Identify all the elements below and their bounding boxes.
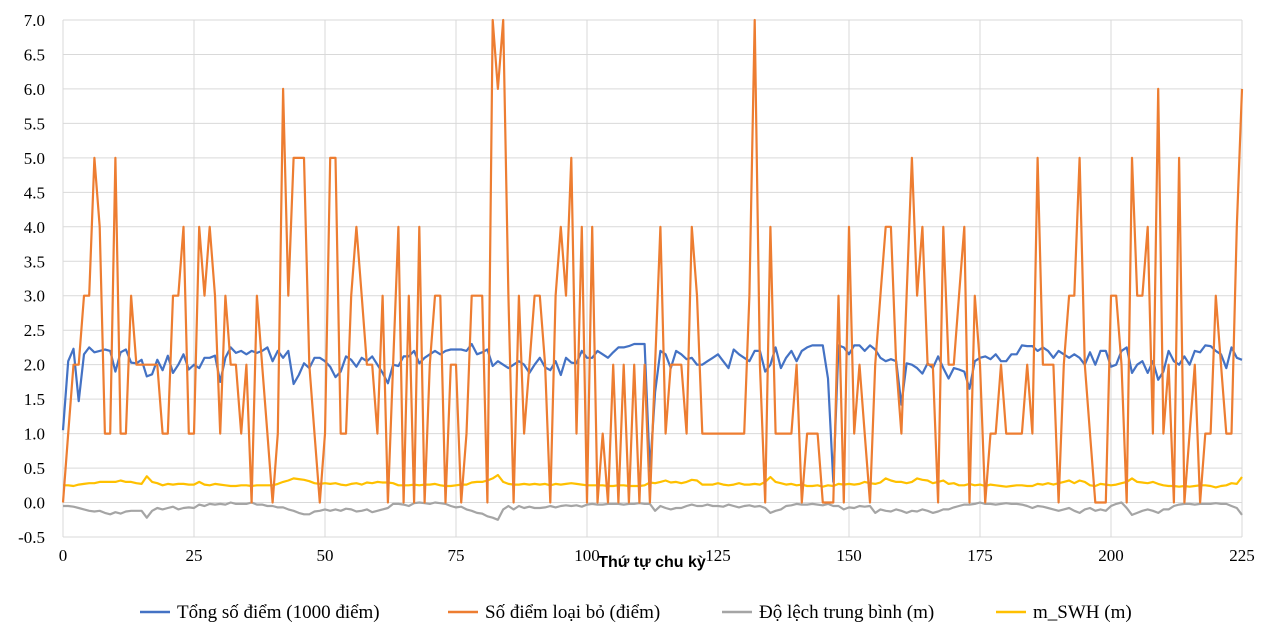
y-tick-label: 6.0 [24,80,45,99]
y-tick-label: -0.5 [18,528,45,547]
x-tick-label: 75 [448,546,465,565]
grid-lines [62,19,1243,538]
x-tick-label: 225 [1229,546,1255,565]
legend-item: Độ lệch trung bình (m) [722,602,934,623]
y-tick-label: 3.5 [24,252,45,271]
legend-label: Tổng số điểm (1000 điểm) [177,602,380,623]
y-tick-label: 2.0 [24,356,45,375]
legend-label: m_SWH (m) [1033,602,1132,623]
legend-item: Số điểm loại bỏ (điểm) [448,602,660,623]
legend-item: Tổng số điểm (1000 điểm) [140,602,380,623]
y-tick-label: 4.0 [24,218,45,237]
legend: Tổng số điểm (1000 điểm) Số điểm loại bỏ … [140,602,1132,623]
x-tick-label: 150 [836,546,862,565]
y-tick-label: 4.5 [24,183,45,202]
y-tick-label: 1.0 [24,425,45,444]
x-tick-label: 25 [186,546,203,565]
x-tick-label: 0 [59,546,68,565]
x-tick-label: 125 [705,546,731,565]
y-tick-label: 2.5 [24,321,45,340]
series-line-1 [61,18,1244,504]
x-tick-label: 175 [967,546,993,565]
y-tick-label: 0.5 [24,459,45,478]
legend-item: m_SWH (m) [996,602,1132,623]
x-tick-label: 200 [1098,546,1124,565]
x-axis-ticks: 0 25 50 75 100 125 150 175 200 225 [59,546,1255,565]
y-tick-label: 3.0 [24,287,45,306]
y-axis-ticks: -0.5 0.0 0.5 1.0 1.5 2.0 2.5 3.0 3.5 4.0 4.5 5.0 5.5… [18,11,45,547]
series-line-2 [63,501,1243,521]
legend-label: Độ lệch trung bình (m) [759,602,934,623]
y-tick-label: 6.5 [24,45,45,64]
legend-label: Số điểm loại bỏ (điểm) [485,602,660,623]
x-tick-label: 50 [317,546,334,565]
y-tick-label: 5.0 [24,149,45,168]
y-tick-label: 7.0 [24,11,45,30]
y-tick-label: 0.0 [24,494,45,513]
y-tick-label: 1.5 [24,390,45,409]
y-tick-label: 5.5 [24,114,45,133]
series-lines [61,18,1244,521]
series-line-3 [63,473,1243,489]
x-axis-title: Thứ tự chu kỳ [598,554,706,571]
x-tick-label: 100 [574,546,600,565]
